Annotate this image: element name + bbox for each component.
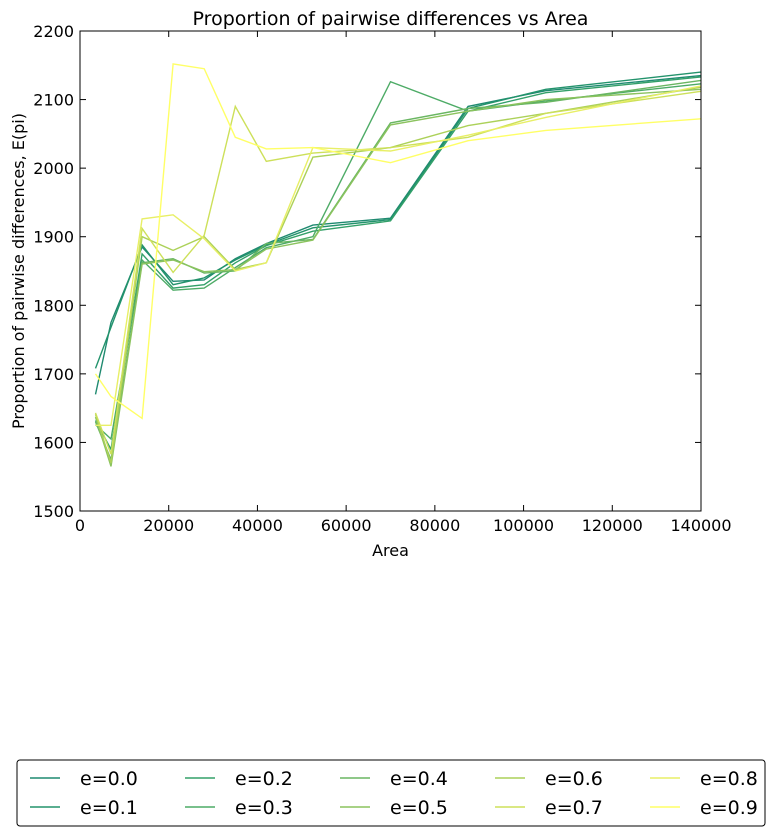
x-tick-label: 100000 (493, 516, 554, 535)
series-line-9 (94, 63, 702, 420)
legend-label-9: e=0.9 (700, 797, 758, 819)
y-tick-label: 2000 (33, 159, 74, 178)
y-axis-ticks: 1500 1600 1700 1800 1900 2000 2100 2200 (33, 22, 701, 521)
y-tick-label: 1500 (33, 502, 74, 521)
series-layer (94, 63, 702, 467)
x-tick-label: 40000 (232, 516, 283, 535)
y-tick-label: 1700 (33, 365, 74, 384)
legend: e=0.0 e=0.1 e=0.2 e=0.3 e=0.4 e=0.5 e=0.6 e=0.7… (30, 768, 758, 819)
series-line-1 (94, 71, 702, 369)
legend-label-4: e=0.4 (390, 768, 448, 790)
series-line-3 (95, 80, 702, 441)
legend-label-0: e=0.0 (80, 768, 138, 790)
legend-label-8: e=0.8 (700, 768, 758, 790)
x-tick-label: 80000 (409, 516, 460, 535)
plot-frame (79, 30, 702, 512)
y-tick-label: 1900 (33, 228, 74, 247)
x-tick-label: 60000 (321, 516, 372, 535)
legend-label-6: e=0.6 (545, 768, 603, 790)
x-tick-label: 0 (75, 516, 85, 535)
y-tick-label: 1600 (33, 433, 74, 452)
x-tick-label: 140000 (670, 516, 731, 535)
legend-label-7: e=0.7 (545, 797, 603, 819)
x-tick-label: 20000 (143, 516, 194, 535)
y-tick-label: 1800 (33, 296, 74, 315)
chart-title: Proportion of pairwise differences vs Ar… (193, 8, 589, 30)
y-tick-label: 2200 (33, 22, 74, 41)
legend-label-3: e=0.3 (235, 797, 293, 819)
x-tick-label: 120000 (582, 516, 643, 535)
series-line-6 (94, 86, 702, 464)
y-tick-label: 2100 (33, 91, 74, 110)
series-line-8 (95, 85, 702, 426)
x-axis-label: Area (372, 541, 409, 560)
y-axis-label: Proportion of pairwise differences, E(pi… (9, 113, 28, 429)
x-axis-ticks: 0 20000 40000 60000 80000 100000 120000 140000 (75, 31, 732, 535)
series-line-2 (94, 76, 702, 452)
series-line-4 (94, 79, 702, 463)
legend-label-5: e=0.5 (390, 797, 448, 819)
series-line-7 (94, 90, 702, 455)
legend-box (16, 759, 766, 827)
legend-label-1: e=0.1 (80, 797, 138, 819)
legend-label-2: e=0.2 (235, 768, 293, 790)
series-line-5 (94, 88, 702, 467)
